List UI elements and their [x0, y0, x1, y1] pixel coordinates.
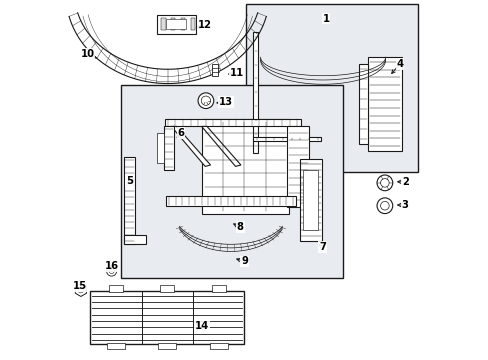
Text: 14: 14	[194, 321, 208, 331]
Polygon shape	[75, 284, 86, 296]
Bar	[121, 85, 342, 278]
Text: 6: 6	[177, 128, 184, 138]
Bar	[299, 159, 322, 241]
Text: 8: 8	[236, 222, 243, 232]
Bar	[123, 157, 135, 244]
Bar	[157, 15, 196, 33]
Text: 13: 13	[219, 97, 232, 107]
Bar	[108, 285, 123, 292]
Bar	[165, 118, 300, 126]
Text: 7: 7	[318, 242, 325, 252]
Bar	[190, 18, 195, 30]
Circle shape	[376, 198, 392, 213]
Circle shape	[78, 287, 83, 293]
Bar	[165, 196, 296, 206]
Circle shape	[380, 179, 388, 187]
Bar	[209, 343, 227, 349]
Bar	[358, 64, 367, 144]
Text: 10: 10	[80, 49, 94, 59]
Bar	[158, 343, 176, 349]
Bar	[201, 118, 288, 214]
Circle shape	[376, 175, 392, 191]
Circle shape	[201, 96, 210, 105]
Bar	[90, 292, 244, 344]
Bar	[161, 18, 165, 30]
Text: 1: 1	[322, 14, 329, 23]
Bar	[165, 19, 185, 28]
Circle shape	[198, 93, 213, 109]
Bar	[303, 170, 318, 230]
Text: 4: 4	[395, 59, 403, 69]
Bar	[367, 57, 401, 152]
Text: 3: 3	[401, 200, 408, 210]
Bar	[123, 235, 145, 244]
Bar	[157, 133, 164, 163]
Text: 15: 15	[72, 282, 86, 292]
Polygon shape	[201, 126, 241, 166]
Bar	[287, 126, 308, 207]
Text: 12: 12	[197, 19, 211, 30]
Circle shape	[109, 269, 114, 274]
Bar	[211, 285, 225, 292]
Bar	[181, 18, 185, 30]
Text: 16: 16	[104, 261, 119, 271]
Bar	[160, 285, 174, 292]
Text: 9: 9	[241, 256, 247, 266]
Bar	[212, 64, 218, 76]
Text: 5: 5	[126, 176, 133, 186]
Bar	[171, 18, 175, 30]
Bar	[164, 126, 174, 170]
Bar	[253, 137, 321, 141]
Circle shape	[380, 202, 388, 210]
Bar	[107, 343, 124, 349]
Circle shape	[106, 266, 116, 276]
Bar	[246, 4, 417, 172]
Text: 2: 2	[401, 177, 408, 187]
Bar	[253, 32, 257, 153]
Text: 11: 11	[230, 68, 244, 78]
Polygon shape	[171, 126, 210, 166]
